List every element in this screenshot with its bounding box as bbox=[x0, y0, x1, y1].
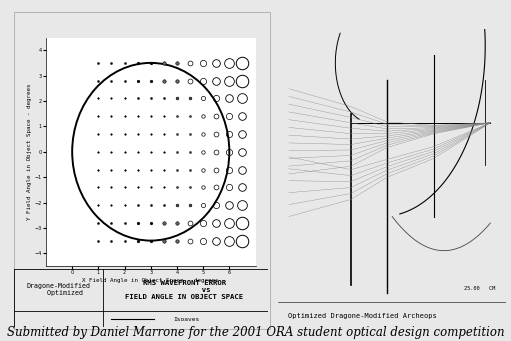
Text: Submitted by Daniel Marrone for the 2001 ORA student optical design competition: Submitted by Daniel Marrone for the 2001… bbox=[7, 326, 504, 339]
X-axis label: X Field Angle in Object Space - degrees: X Field Angle in Object Space - degrees bbox=[82, 278, 219, 283]
Text: RMS WAVEFRONT ERROR
          vs
FIELD ANGLE IN OBJECT SPACE: RMS WAVEFRONT ERROR vs FIELD ANGLE IN OB… bbox=[125, 280, 243, 300]
Text: Optimized Dragone-Modified Archeops: Optimized Dragone-Modified Archeops bbox=[288, 313, 436, 319]
Y-axis label: Y Field Angle in Object Space - degrees: Y Field Angle in Object Space - degrees bbox=[27, 84, 32, 220]
Text: 25.00   CM: 25.00 CM bbox=[464, 286, 496, 291]
Text: Isoaves: Isoaves bbox=[174, 317, 200, 322]
Text: Dragone-Modified
   Optimized: Dragone-Modified Optimized bbox=[27, 283, 90, 296]
